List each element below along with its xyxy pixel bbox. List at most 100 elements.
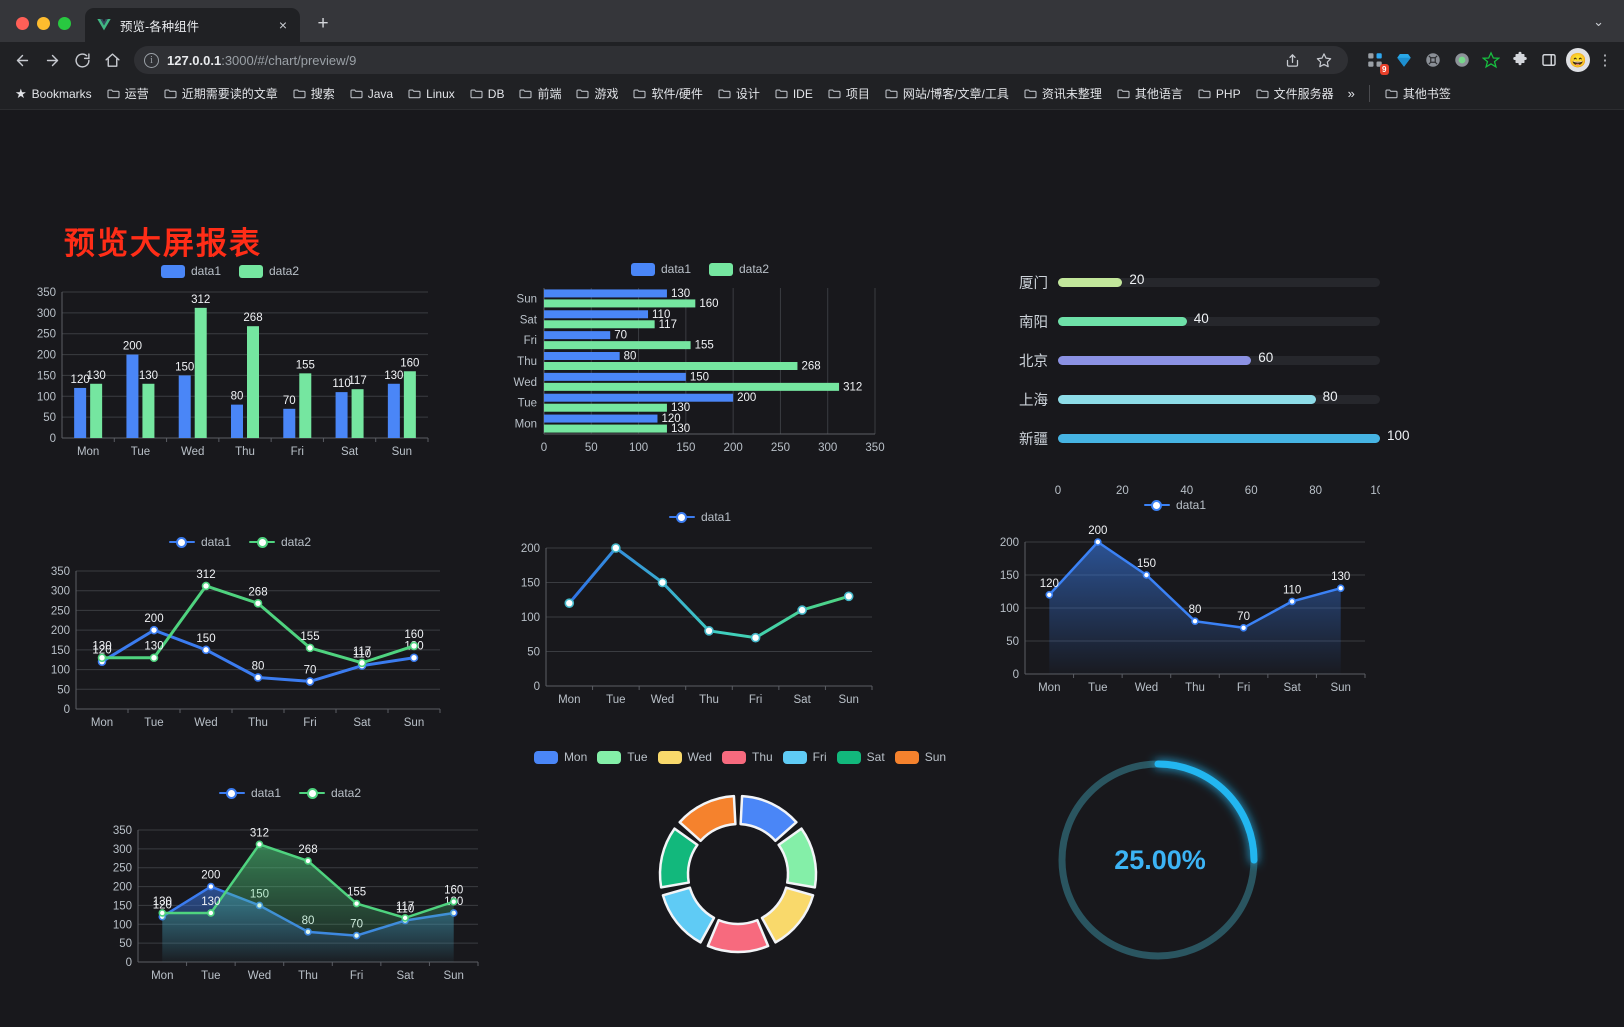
bar[interactable] [544,414,658,423]
data-point[interactable] [305,677,315,686]
data-point[interactable] [750,632,761,643]
bar[interactable] [544,424,667,433]
new-tab-button[interactable]: + [317,13,329,34]
data-point[interactable] [1045,591,1054,599]
share-icon[interactable] [1278,46,1306,74]
bookmark-folder-item[interactable]: PHP [1191,83,1248,105]
data-point[interactable] [352,899,361,908]
data-point[interactable] [207,882,215,891]
bookmark-folder-item[interactable]: 资讯未整理 [1017,81,1109,106]
bookmark-folder-item[interactable]: 游戏 [569,81,625,106]
bar[interactable] [403,371,416,438]
legend-item[interactable]: data2 [239,264,299,278]
circle-green-icon[interactable] [1449,47,1475,73]
extensions-grid-icon[interactable]: 9 [1362,47,1389,75]
bar[interactable] [544,299,696,308]
line-gradient-chart[interactable]: 0 50 100 150 200 Mon Tue Wed Thu Fri Sat Sun [500,524,900,714]
address-bar[interactable]: i 127.0.0.1:3000/#/chart/preview/9 [134,46,1348,74]
legend-item[interactable]: data1 [218,786,281,800]
progress-row[interactable]: 北京 60 [1000,346,1380,374]
pie-slice[interactable] [678,794,737,843]
bookmark-folder-item[interactable]: 文件服务器 [1249,81,1341,106]
pie-slice[interactable] [658,827,699,889]
bar[interactable] [544,352,620,360]
bar[interactable] [74,387,87,438]
progress-track[interactable]: 60 [1058,350,1380,365]
data-point[interactable] [304,857,312,865]
data-point[interactable] [253,599,263,608]
data-point[interactable] [1142,571,1151,579]
bar[interactable] [126,354,139,438]
area-two-series-chart[interactable]: 0 50 100 150 200 250 300 350 Mon Tue Wed Thu Fri Sat S… [90,800,490,990]
pie-slice[interactable] [760,886,815,944]
bar[interactable] [544,362,798,370]
bar[interactable] [544,382,840,391]
progress-row[interactable]: 新疆 100 [1000,424,1410,452]
donut-chart[interactable] [520,766,960,986]
bookmark-folder-item[interactable]: 其他语言 [1110,81,1190,106]
data-point[interactable] [657,577,668,588]
bookmark-folder-item[interactable]: 前端 [512,81,568,106]
pie-slice[interactable] [706,918,770,954]
bar[interactable] [90,383,103,438]
home-icon[interactable] [98,46,126,74]
bookmark-folder-item[interactable]: Linux [401,83,462,105]
bar[interactable] [544,310,649,319]
line-two-series-chart[interactable]: 0 50 100 150 200 250 300 350 Mon Tue Wed Thu Fri Sat S… [30,549,450,739]
pie-slice[interactable] [661,886,716,944]
bar[interactable] [387,383,400,438]
data-point[interactable] [1288,597,1296,606]
other-bookmarks-item[interactable]: 其他书签 [1378,81,1458,106]
gauge-chart[interactable] [1040,740,1280,985]
site-info-icon[interactable]: i [144,52,159,68]
star-outline-green-icon[interactable] [1478,47,1504,73]
bar[interactable] [544,289,667,298]
bookmark-folder-item[interactable]: 项目 [821,81,877,106]
data-point[interactable] [149,625,159,635]
data-point[interactable] [255,840,264,849]
diamond-icon[interactable] [1391,47,1417,73]
data-point[interactable] [843,591,854,602]
bookmark-folder-item[interactable]: 近期需要读的文章 [157,81,285,106]
bar[interactable] [247,326,259,438]
data-point[interactable] [207,909,215,917]
data-point[interactable] [704,626,714,636]
minimize-window-button[interactable] [37,17,50,30]
legend-item[interactable]: data2 [249,535,311,549]
data-point[interactable] [1336,584,1345,592]
legend-item[interactable]: data2 [299,786,361,800]
avatar[interactable]: 😄 [1565,47,1591,73]
data-point[interactable] [1239,624,1248,632]
side-panel-icon[interactable] [1536,47,1562,73]
bookmark-folder-item[interactable]: 网站/博客/文章/工具 [878,81,1016,106]
data-point[interactable] [449,897,458,906]
data-point[interactable] [1191,617,1199,625]
line-series[interactable] [567,546,851,640]
bar[interactable] [544,341,691,350]
data-point[interactable] [401,914,409,922]
browser-tab[interactable]: 预览-各种组件 × [85,8,300,42]
bookmark-folder-item[interactable]: DB [463,83,512,105]
data-point[interactable] [409,653,419,663]
area-blue-chart[interactable]: 0 50 100 150 200 Mon Tue Wed Thu Fri Sat Sun 120 200 1… [975,512,1375,702]
bookmark-folder-item[interactable]: 运营 [100,81,156,106]
data-point[interactable] [611,543,621,553]
pie-slice[interactable] [777,827,818,889]
command-icon[interactable] [1420,47,1446,73]
data-point[interactable] [201,645,211,655]
legend-item[interactable]: Sun [894,750,946,764]
bar[interactable] [283,408,296,438]
browser-menu-icon[interactable]: ⋮ [1597,51,1613,69]
data-point[interactable] [797,605,807,615]
data-point[interactable] [305,643,315,653]
star-icon[interactable] [1310,46,1338,74]
data-point[interactable] [1094,538,1102,546]
bar[interactable] [194,307,207,438]
legend-item[interactable]: Mon [533,750,587,764]
maximize-window-button[interactable] [58,17,71,30]
legend-item[interactable]: Fri [782,750,827,764]
bar[interactable] [231,404,243,438]
progress-track[interactable]: 40 [1058,311,1380,326]
bar[interactable] [544,331,611,340]
